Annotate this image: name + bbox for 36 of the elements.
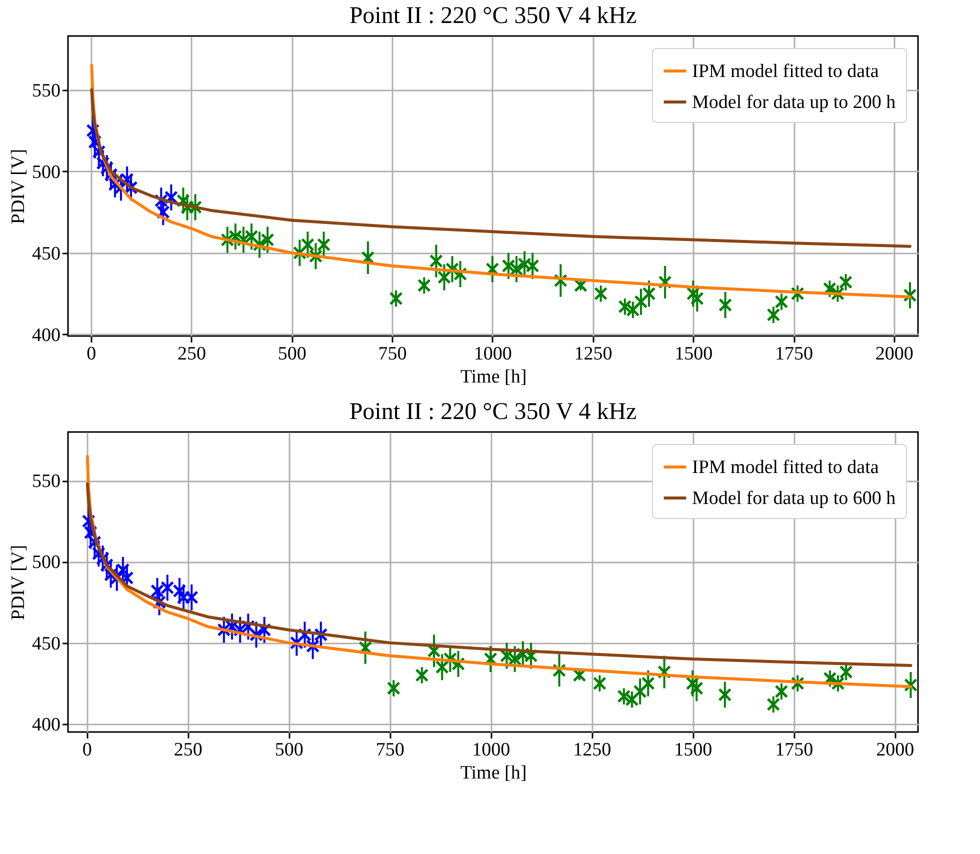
x-tick-label: 1500 (674, 344, 713, 364)
legend-label: IPM model fitted to data (692, 61, 880, 82)
y-tick-label: 450 (32, 633, 60, 654)
x-tick-label: 500 (274, 740, 304, 760)
x-tick-label: 500 (278, 344, 306, 364)
x-axis-title: Time [h] (460, 366, 527, 388)
y-tick-label: 550 (32, 471, 60, 492)
y-tick-label: 450 (32, 243, 60, 264)
y-tick-label: 400 (32, 324, 60, 346)
legend-label: IPM model fitted to data (692, 457, 880, 478)
x-tick-label: 250 (178, 344, 206, 364)
legend-label: Model for data up to 600 h (692, 488, 896, 509)
x-axis-title: Time [h] (460, 762, 527, 784)
x-tick-label: 2000 (876, 740, 914, 760)
y-axis-title: PDIV [V] (8, 544, 29, 620)
x-tick-label: 1250 (574, 344, 612, 364)
x-tick-label: 750 (378, 344, 407, 364)
y-tick-label: 500 (32, 162, 60, 183)
chart-title: Point II : 220 °C 350 V 4 kHz (349, 3, 637, 29)
x-tick-label: 0 (82, 740, 92, 760)
x-tick-label: 1750 (775, 740, 814, 760)
chart-title: Point II : 220 °C 350 V 4 kHz (349, 399, 637, 425)
x-tick-label: 1000 (474, 344, 512, 364)
x-tick-label: 2000 (875, 344, 914, 364)
x-tick-label: 1500 (674, 740, 712, 760)
x-tick-label: 250 (174, 740, 202, 760)
x-tick-label: 750 (376, 740, 404, 760)
legend-label: Model for data up to 200 h (692, 92, 896, 113)
x-tick-label: 1250 (573, 740, 612, 760)
y-tick-label: 400 (32, 714, 60, 736)
y-tick-label: 500 (32, 552, 60, 574)
x-tick-label: 0 (86, 344, 96, 364)
x-tick-label: 1000 (472, 740, 510, 760)
y-tick-label: 550 (32, 80, 60, 102)
x-tick-label: 1750 (775, 344, 814, 364)
y-axis-title: PDIV [V] (8, 148, 29, 224)
